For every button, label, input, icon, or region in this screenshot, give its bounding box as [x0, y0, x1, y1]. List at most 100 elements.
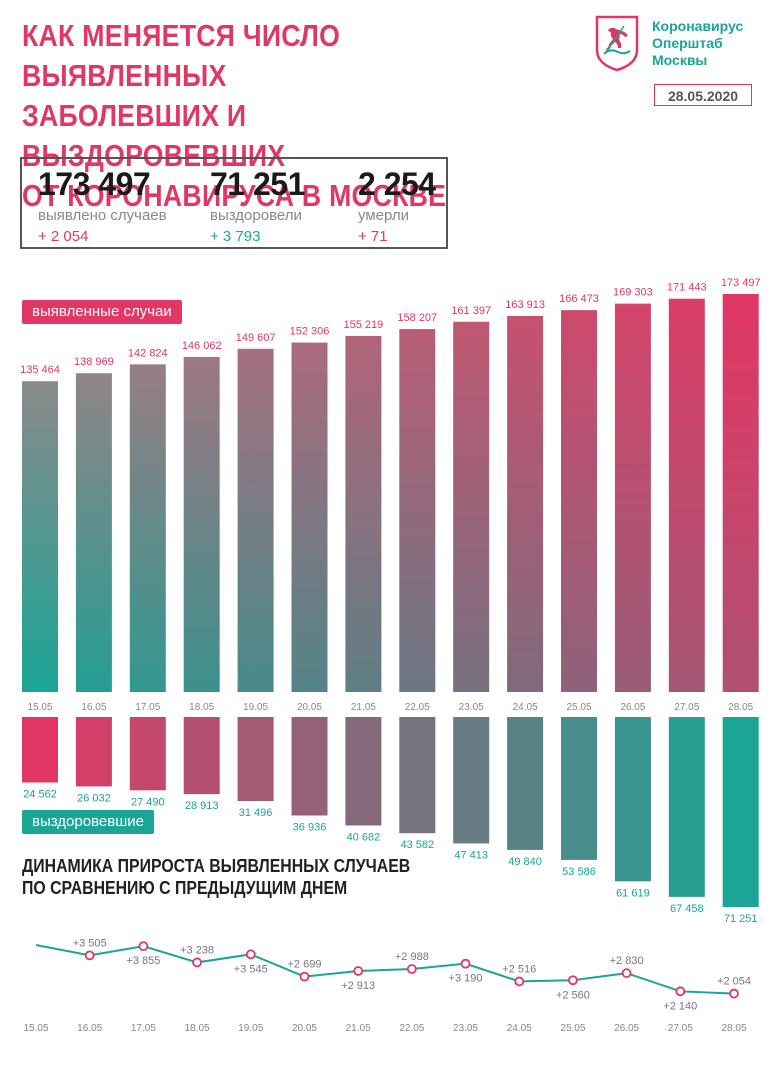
recovered-value-label: 24 562 — [23, 788, 57, 800]
cases-bar — [399, 329, 436, 692]
bar-date-label: 20.05 — [297, 702, 322, 713]
recovered-bar — [237, 717, 274, 801]
growth-date-label: 23.05 — [453, 1023, 478, 1034]
growth-value-label: +3 545 — [234, 963, 268, 975]
growth-point — [568, 975, 578, 986]
recovered-value-label: 61 619 — [616, 887, 650, 899]
growth-date-label: 19.05 — [238, 1023, 263, 1034]
cases-value-label: 173 497 — [721, 277, 761, 289]
recovered-bar — [614, 717, 651, 882]
cases-bar — [614, 303, 651, 692]
growth-point — [299, 971, 310, 982]
org-line-2: Оперштаб — [652, 35, 723, 51]
growth-point — [729, 988, 739, 999]
growth-value-label: +2 516 — [502, 963, 536, 975]
recovered-bar — [561, 717, 597, 860]
recovered-bar — [453, 717, 490, 844]
cases-value-label: 135 464 — [20, 364, 60, 376]
recovered-bar — [291, 717, 328, 816]
growth-date-label: 25.05 — [560, 1023, 585, 1034]
cases-value-label: 171 443 — [667, 282, 707, 294]
bar-date-label: 17.05 — [135, 702, 160, 713]
bar-date-label: 27.05 — [674, 702, 699, 713]
cases-bar — [453, 321, 490, 692]
bar-date-label: 23.05 — [459, 702, 484, 713]
cases-value-label: 166 473 — [559, 293, 599, 305]
cases-value-label: 163 913 — [505, 299, 545, 311]
growth-value-label: +3 505 — [73, 937, 107, 949]
cases-value-label: 169 303 — [613, 287, 653, 299]
cases-series-label: выявленные случаи — [22, 300, 182, 324]
growth-chart-title: ДИНАМИКА ПРИРОСТА ВЫЯВЛЕННЫХ СЛУЧАЕВ ПО … — [22, 855, 410, 899]
cases-value-label: 146 062 — [182, 340, 222, 352]
cases-value-label: 152 306 — [290, 326, 330, 338]
bar-date-label: 24.05 — [513, 702, 538, 713]
growth-value-label: +3 238 — [180, 944, 214, 956]
growth-value-label: +2 988 — [395, 951, 429, 963]
cases-value-label: 138 969 — [74, 356, 114, 368]
cases-bar — [237, 348, 274, 692]
summary-recovered: 71 251 выздоровели + 3 793 — [210, 165, 305, 245]
growth-point — [514, 976, 525, 987]
bar-date-label: 22.05 — [405, 702, 430, 713]
recovered-value-label: 71 251 — [724, 913, 758, 925]
growth-series-line — [35, 944, 735, 995]
growth-point — [460, 958, 471, 969]
page-title: КАК МЕНЯЕТСЯ ЧИСЛО ВЫЯВЛЕННЫХ ЗАБОЛЕВШИХ… — [22, 16, 504, 216]
title-line-3: ОТ КОРОНАВИРУСА В МОСКВЕ — [22, 178, 447, 213]
title-line-2: ЗАБОЛЕВШИХ И ВЫЗДОРОВЕВШИХ — [22, 98, 286, 173]
cases-delta: + 2 054 — [38, 228, 89, 245]
bar-date-label: 25.05 — [566, 702, 591, 713]
deaths-label: умерли — [358, 207, 409, 224]
growth-point — [138, 941, 149, 952]
recovered-bar — [22, 717, 58, 783]
growth-date-label: 17.05 — [131, 1023, 156, 1034]
cases-bar — [75, 373, 112, 692]
deaths-total: 2 254 — [358, 166, 436, 202]
growth-date-label: 24.05 — [507, 1023, 532, 1034]
recovered-value-label: 28 913 — [185, 800, 219, 812]
recovered-delta: + 3 793 — [210, 228, 261, 245]
growth-date-label: 26.05 — [614, 1023, 639, 1034]
bar-date-label: 28.05 — [728, 702, 753, 713]
growth-value-label: +3 855 — [126, 955, 160, 967]
growth-value-label: +2 560 — [556, 989, 590, 1001]
growth-date-label: 21.05 — [346, 1023, 371, 1034]
growth-value-label: +2 054 — [717, 976, 751, 988]
growth-date-label: 15.05 — [23, 1023, 48, 1034]
cases-label: выявлено случаев — [38, 207, 167, 224]
cases-bar — [129, 364, 166, 692]
cases-value-label: 158 207 — [397, 312, 437, 324]
cases-bar — [291, 342, 328, 692]
growth-point — [84, 950, 95, 961]
recovered-value-label: 47 413 — [454, 849, 488, 861]
growth-date-label: 16.05 — [77, 1023, 102, 1034]
bar-date-label: 26.05 — [620, 702, 645, 713]
recovered-value-label: 49 840 — [508, 856, 542, 868]
growth-date-label: 27.05 — [668, 1023, 693, 1034]
recovered-value-label: 31 496 — [239, 807, 273, 819]
recovered-bar — [183, 717, 220, 795]
summary-cases: 173 497 выявлено случаев + 2 054 — [38, 165, 167, 245]
cases-bar — [22, 381, 58, 692]
recovered-bar — [399, 717, 436, 834]
org-name: Коронавирус Оперштаб Москвы — [652, 18, 743, 69]
recovered-value-label: 53 586 — [562, 866, 596, 878]
recovered-value-label: 26 032 — [77, 792, 111, 804]
growth-point — [675, 986, 686, 997]
growth-value-label: +2 140 — [663, 1000, 697, 1012]
cases-bar — [722, 294, 759, 692]
growth-date-label: 22.05 — [399, 1023, 424, 1034]
recovered-value-label: 67 458 — [670, 903, 704, 915]
cases-bar — [183, 356, 220, 692]
cases-value-label: 142 824 — [128, 347, 168, 359]
growth-point — [621, 968, 632, 979]
bar-date-label: 16.05 — [81, 702, 106, 713]
recovered-bar — [722, 717, 759, 907]
growth-date-label: 20.05 — [292, 1023, 317, 1034]
recovered-value-label: 40 682 — [347, 831, 381, 843]
org-line-1: Коронавирус — [652, 18, 744, 34]
bar-date-label: 15.05 — [27, 702, 52, 713]
bar-date-label: 18.05 — [189, 702, 214, 713]
